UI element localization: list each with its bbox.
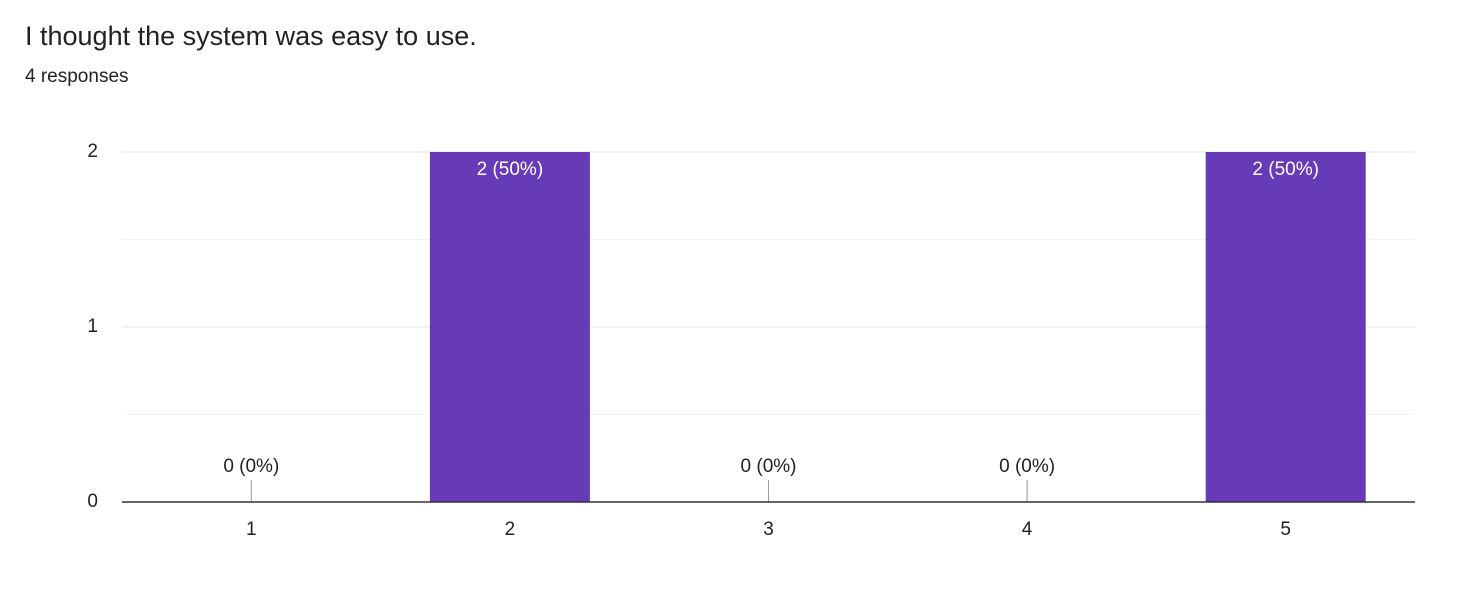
x-tick-label: 2: [505, 519, 516, 540]
x-tick-label: 4: [1022, 519, 1033, 540]
value-label: 2 (50%): [1252, 159, 1319, 180]
value-label: 0 (0%): [999, 456, 1055, 477]
value-label: 0 (0%): [741, 456, 797, 477]
x-tick-label: 3: [763, 519, 774, 540]
value-label: 2 (50%): [477, 159, 544, 180]
y-tick-label: 0: [87, 491, 98, 512]
bar: [1205, 152, 1366, 502]
bar: [429, 152, 590, 502]
y-tick-label: 1: [87, 316, 98, 337]
value-label: 0 (0%): [223, 456, 279, 477]
chart-subtitle: 4 responses: [25, 66, 129, 87]
x-tick-label: 5: [1280, 519, 1291, 540]
chart-title: I thought the system was easy to use.: [25, 21, 477, 51]
y-tick-label: 2: [87, 141, 98, 162]
x-tick-label: 1: [246, 519, 257, 540]
